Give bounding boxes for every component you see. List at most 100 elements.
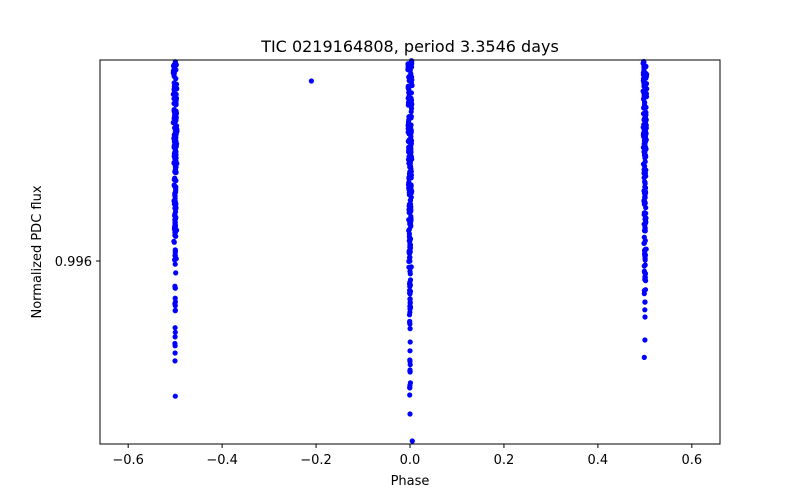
- data-point: [406, 124, 412, 130]
- data-point: [406, 138, 412, 144]
- data-point: [172, 308, 178, 314]
- x-tick-label: 0.2: [494, 453, 515, 468]
- data-point: [407, 358, 413, 365]
- data-point: [407, 264, 413, 271]
- data-point: [409, 438, 415, 444]
- data-point: [170, 120, 176, 126]
- data-point: [642, 271, 649, 277]
- data-point: [172, 358, 178, 364]
- data-point: [406, 179, 412, 186]
- data-point: [407, 411, 413, 417]
- data-point: [406, 189, 412, 196]
- data-point: [408, 101, 414, 107]
- data-point: [643, 117, 649, 123]
- data-point: [173, 178, 179, 184]
- data-point: [643, 154, 649, 160]
- data-point: [407, 277, 414, 283]
- data-point: [171, 151, 177, 157]
- x-tick-label: −0.4: [206, 453, 238, 468]
- data-point: [643, 210, 649, 216]
- data-point: [406, 228, 412, 234]
- x-tick-label: −0.6: [112, 453, 144, 468]
- data-point: [407, 339, 413, 345]
- data-point: [407, 318, 413, 324]
- data-point: [173, 270, 179, 276]
- data-point: [641, 75, 647, 82]
- data-point: [642, 225, 648, 231]
- data-point: [172, 350, 178, 356]
- data-point: [406, 144, 412, 150]
- data-point: [642, 257, 648, 263]
- data-point: [172, 217, 178, 223]
- data-point: [308, 78, 314, 84]
- data-point: [172, 211, 178, 217]
- data-point: [172, 393, 178, 399]
- data-point: [171, 238, 177, 244]
- data-point: [171, 115, 177, 121]
- data-point: [173, 204, 179, 210]
- data-point: [173, 76, 179, 82]
- data-point: [406, 90, 412, 96]
- data-point: [408, 149, 414, 155]
- data-point: [174, 128, 180, 134]
- data-point: [407, 296, 413, 302]
- x-tick-label: 0.4: [588, 453, 609, 468]
- data-point: [172, 285, 178, 291]
- data-point: [641, 102, 648, 108]
- data-point: [642, 299, 648, 305]
- data-point: [409, 77, 415, 83]
- data-point: [406, 114, 412, 120]
- data-point: [643, 219, 649, 225]
- data-point: [641, 354, 647, 360]
- data-point: [642, 136, 648, 143]
- data-point: [407, 300, 413, 306]
- data-point: [407, 204, 413, 210]
- data-point: [174, 160, 180, 167]
- data-point: [408, 209, 414, 215]
- data-point: [405, 84, 411, 91]
- data-point: [407, 369, 413, 375]
- data-point: [643, 205, 649, 211]
- data-point: [405, 95, 411, 101]
- data-point: [407, 281, 413, 287]
- data-point: [171, 80, 178, 86]
- data-point: [407, 172, 413, 179]
- data-point: [642, 252, 648, 258]
- data-point: [642, 192, 648, 198]
- data-point: [641, 197, 647, 203]
- x-tick-label: 0.0: [400, 453, 421, 468]
- data-point: [406, 233, 412, 240]
- scatter-points: [170, 58, 650, 444]
- data-point: [172, 190, 178, 196]
- data-point: [408, 105, 415, 112]
- data-point: [642, 307, 648, 313]
- data-point: [407, 160, 413, 166]
- y-tick-label: 0.996: [55, 255, 92, 270]
- data-point: [643, 125, 649, 131]
- data-point: [172, 329, 178, 335]
- data-point: [642, 163, 648, 169]
- data-point: [642, 314, 648, 320]
- data-point: [407, 197, 413, 203]
- data-point: [406, 184, 412, 190]
- data-point: [408, 154, 414, 160]
- data-point: [408, 216, 414, 222]
- data-point: [173, 141, 179, 148]
- data-point: [173, 184, 179, 190]
- data-point: [642, 167, 649, 173]
- y-axis: 0.9960.9981.0001.002: [55, 255, 100, 270]
- data-point: [171, 96, 177, 102]
- data-point: [172, 299, 178, 305]
- data-point: [173, 100, 179, 106]
- data-point: [642, 185, 649, 191]
- data-point: [642, 141, 648, 148]
- x-tick-label: 0.6: [681, 453, 702, 468]
- data-point: [642, 262, 648, 268]
- data-point: [170, 91, 176, 97]
- data-point: [407, 392, 413, 398]
- data-point: [640, 60, 646, 66]
- data-point: [171, 132, 177, 138]
- x-tick-label: −0.2: [300, 453, 332, 468]
